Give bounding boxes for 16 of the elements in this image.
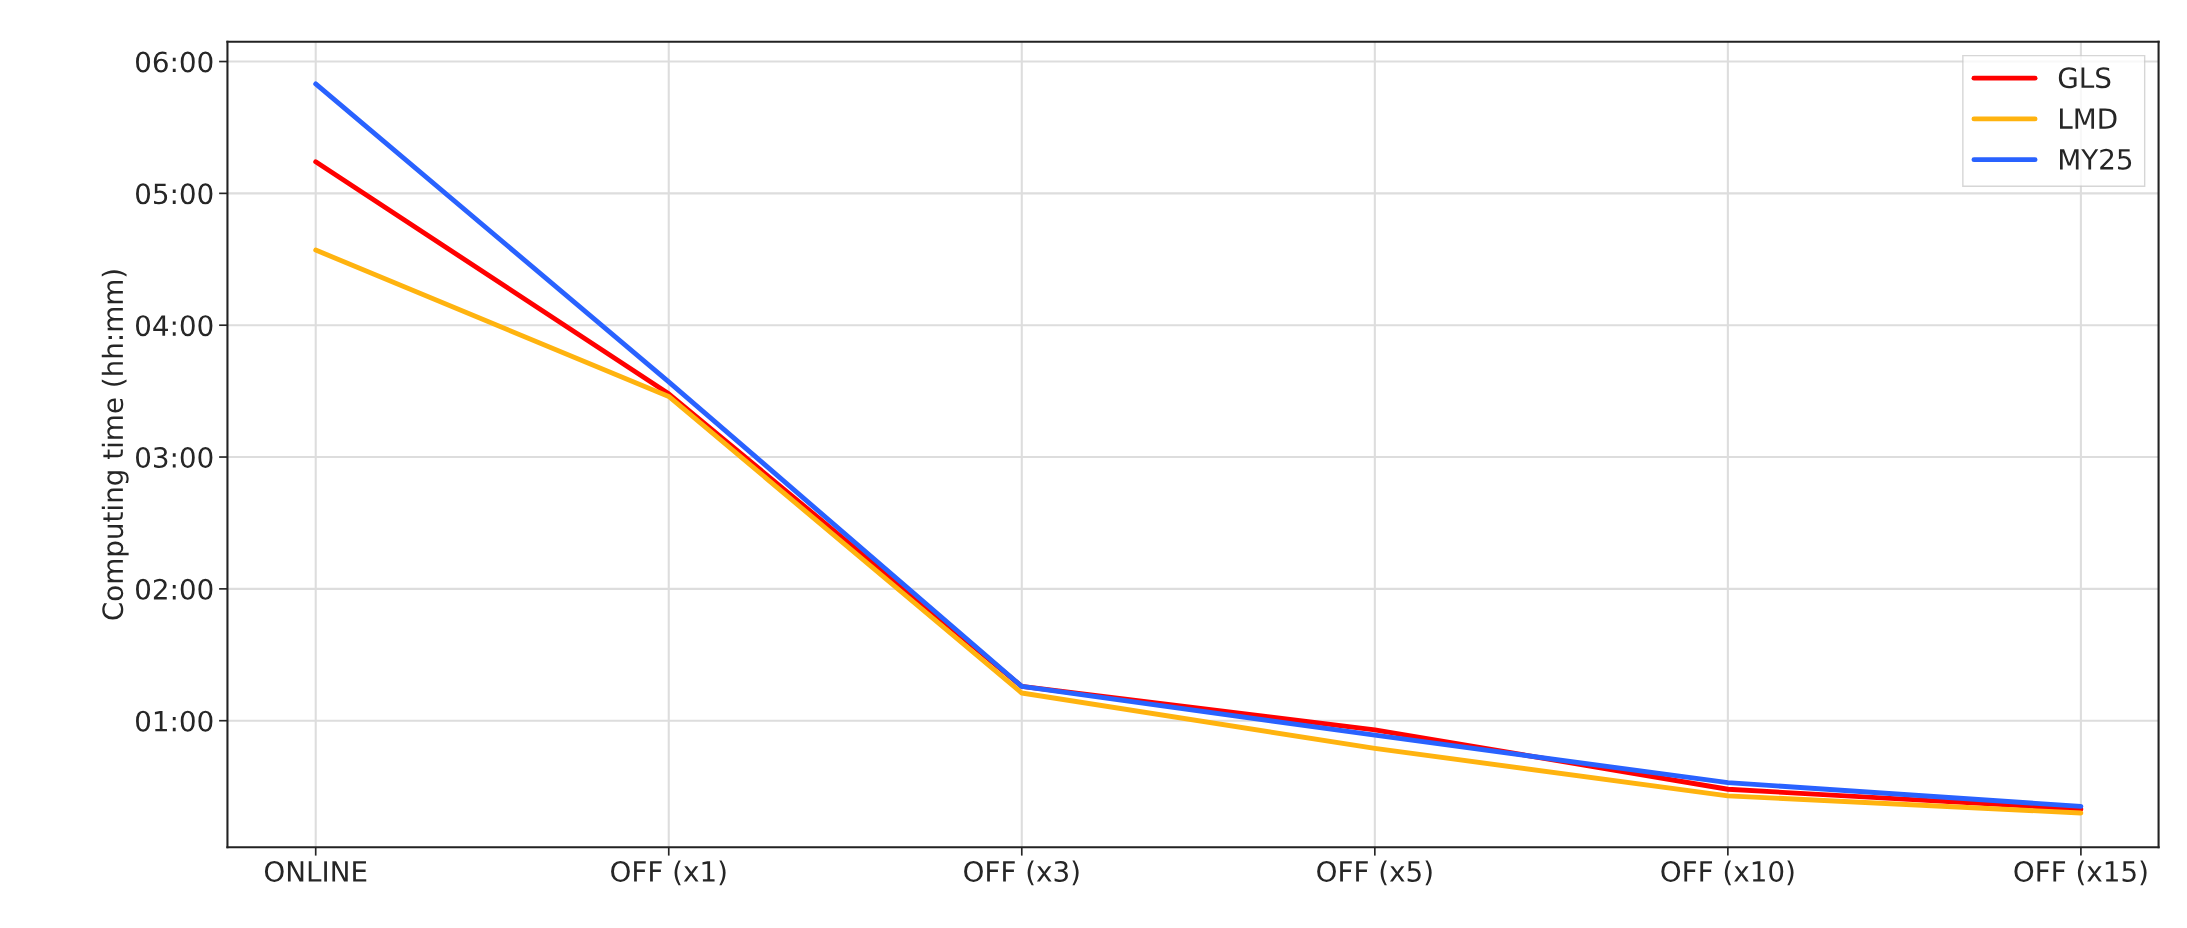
x-tick-label: ONLINE [264,860,367,882]
x-tick-label: OFF (x1) [611,860,726,886]
y-tick-label: 06:00 [136,51,213,73]
legend-label: LMD [2060,108,2117,129]
x-tick-label: OFF (x3) [964,860,1079,886]
legend-label: MY25 [2060,148,2132,170]
y-tick-label: 03:00 [136,446,213,468]
x-tick-label: OFF (x5) [1317,860,1432,886]
x-tick-label: OFF (x10) [1661,860,1794,886]
y-tick-label: 02:00 [136,578,213,600]
y-axis-title: Computing time (hh:mm) [101,270,129,620]
y-tick-label: 04:00 [136,315,213,337]
legend-label: GLS [2058,67,2111,89]
x-tick-label: OFF (x15) [2014,860,2147,886]
y-tick-label: 01:00 [136,710,213,732]
y-tick-label: 05:00 [136,183,213,205]
